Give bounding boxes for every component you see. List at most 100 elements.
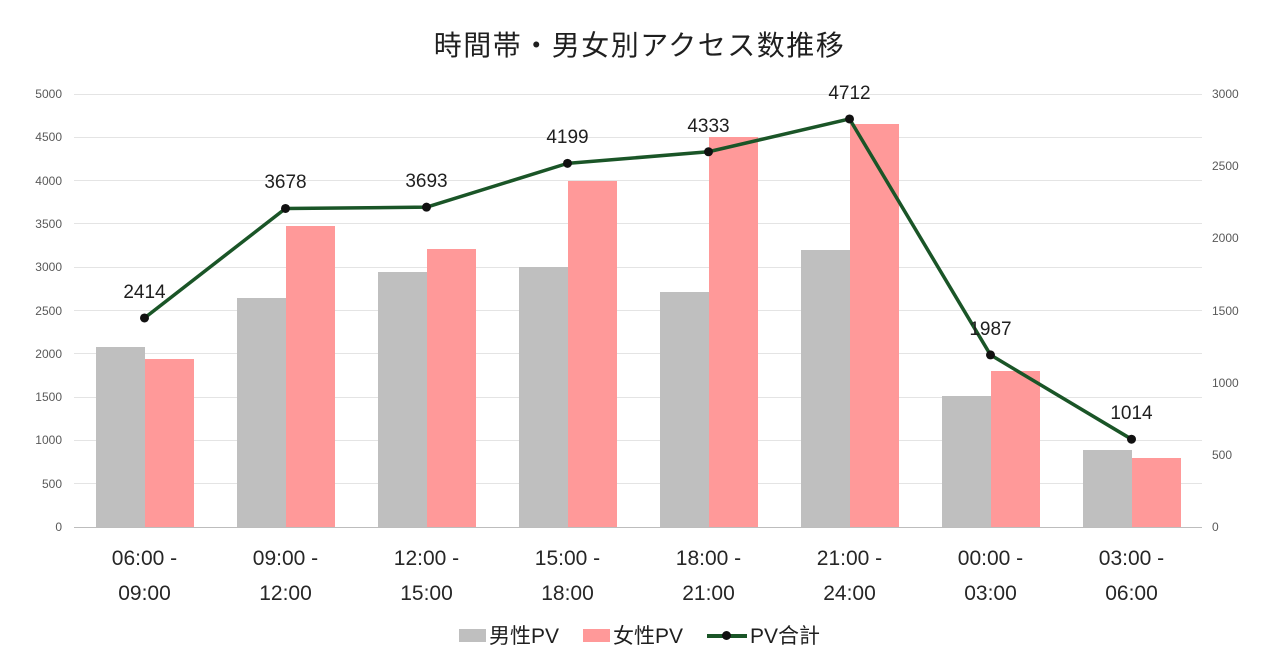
x-axis-label-line1: 06:00 - [111, 547, 178, 570]
y-axis-tick-left: 2500 [35, 303, 62, 318]
x-axis-label-line2: 24:00 [823, 582, 876, 605]
data-label: 4199 [546, 127, 589, 149]
y-axis-tick-left: 0 [55, 520, 62, 534]
line-marker [1127, 434, 1136, 444]
chart-title: 時間帯・男女別アクセス数推移 [433, 30, 846, 61]
y-axis-tick-left: 3500 [35, 216, 62, 231]
grid-line [74, 310, 1202, 311]
pv-total-line-path [143, 117, 1133, 441]
line-marker [422, 202, 431, 212]
x-axis-label-line1: 12:00 - [393, 547, 460, 570]
line-marker [281, 203, 290, 213]
line-marker [563, 158, 572, 168]
y-axis-tick-right: 0 [1212, 520, 1219, 534]
x-axis-label-line1: 09:00 - [252, 547, 319, 570]
bar-female-pv [285, 225, 335, 527]
grid-line [74, 526, 1202, 528]
bar-female-pv [849, 124, 899, 527]
legend-swatch [458, 628, 486, 642]
data-label: 1014 [1110, 403, 1153, 425]
legend-label: PV合計 [750, 625, 821, 648]
data-label: 4333 [687, 115, 730, 137]
y-axis-tick-right: 1000 [1212, 375, 1239, 390]
y-axis-tick-left: 1000 [35, 433, 62, 448]
grid-line [74, 483, 1202, 485]
legend-item-male-pv: 男性PV [458, 620, 559, 650]
bar-male-pv [800, 249, 850, 527]
bar-male-pv [1082, 449, 1132, 527]
x-axis-label-line2: 18:00 [541, 582, 594, 605]
x-axis-label-line1: 00:00 - [957, 547, 1024, 570]
x-axis-label: 12:00 - 15:00 [356, 541, 497, 611]
y-axis-tick-left: 2000 [35, 346, 62, 361]
grid-line [74, 439, 1202, 441]
data-label: 4712 [828, 82, 871, 104]
plot-area: 2414 3678 3693 4199 4333 4712 1987 1014 [74, 83, 1202, 528]
x-axis-label-line2: 09:00 [118, 582, 171, 605]
x-axis-label: 03:00 - 06:00 [1061, 541, 1202, 611]
line-marker [845, 114, 854, 124]
bar-male-pv [941, 396, 991, 527]
pv-total-line [140, 114, 1136, 444]
x-axis-label: 15:00 - 18:00 [497, 541, 638, 611]
bar-male-pv [95, 346, 145, 527]
grid-line [74, 223, 1202, 225]
x-axis-label-line1: 21:00 - [816, 547, 883, 570]
y-axis-tick-right: 500 [1212, 447, 1233, 462]
y-axis-tick-left: 4000 [35, 173, 62, 188]
data-label: 1987 [969, 318, 1012, 340]
bar-female-pv [990, 370, 1040, 527]
legend-line-sample [707, 629, 747, 642]
x-axis-label-line1: 18:00 - [675, 547, 742, 570]
grid-line [74, 353, 1202, 355]
bar-female-pv [1131, 457, 1181, 527]
x-axis-label-line1: 15:00 - [534, 547, 601, 570]
x-axis-label-line2: 15:00 [400, 582, 453, 605]
bar-female-pv [426, 249, 476, 527]
data-label: 3678 [264, 172, 307, 194]
legend-item-female-pv: 女性PV [582, 620, 683, 650]
grid-line [74, 266, 1202, 268]
legend-item-pv-total: PV合計 [707, 620, 820, 650]
x-axis-label-line2: 03:00 [964, 582, 1017, 605]
x-axis-label: 00:00 - 03:00 [920, 541, 1061, 611]
bar-female-pv [708, 136, 758, 527]
y-axis-tick-left: 500 [41, 476, 62, 491]
x-axis-label: 06:00 - 09:00 [74, 541, 215, 611]
data-label: 3693 [405, 171, 448, 193]
grid-line [74, 396, 1202, 398]
bar-female-pv [567, 180, 617, 527]
x-axis-label-line2: 06:00 [1105, 582, 1158, 605]
y-axis-tick-right: 3000 [1212, 87, 1239, 101]
y-axis-tick-right: 1500 [1212, 303, 1239, 318]
legend: 男性PV 女性PV PV合計 [0, 617, 1279, 653]
y-axis-tick-right: 2500 [1212, 159, 1239, 174]
legend-label: 女性PV [612, 625, 683, 648]
bar-male-pv [377, 271, 427, 527]
grid-line [74, 93, 1202, 95]
data-label: 2414 [123, 281, 166, 303]
y-axis-tick-left: 4500 [35, 130, 62, 145]
grid-line [74, 180, 1202, 182]
x-axis-label-line2: 12:00 [259, 582, 312, 605]
x-axis-label-line1: 03:00 - [1098, 547, 1165, 570]
legend-swatch [582, 628, 610, 642]
legend-label: 男性PV [488, 625, 559, 648]
y-axis-tick-left: 5000 [35, 87, 62, 101]
bar-female-pv [144, 359, 194, 527]
legend-line-marker [722, 630, 731, 640]
y-axis-tick-right: 2000 [1212, 231, 1239, 246]
x-axis-label-line2: 21:00 [682, 582, 735, 605]
bar-male-pv [236, 297, 286, 527]
line-marker [704, 147, 713, 157]
grid-line [74, 136, 1202, 138]
bar-male-pv [659, 291, 709, 527]
y-axis-tick-left: 3000 [35, 260, 62, 275]
line-marker [140, 313, 149, 323]
x-axis-label: 09:00 - 12:00 [215, 541, 356, 611]
bar-male-pv [518, 267, 568, 527]
y-axis-tick-left: 1500 [35, 390, 62, 405]
x-axis-label: 18:00 - 21:00 [638, 541, 779, 611]
x-axis-label: 21:00 - 24:00 [779, 541, 920, 611]
